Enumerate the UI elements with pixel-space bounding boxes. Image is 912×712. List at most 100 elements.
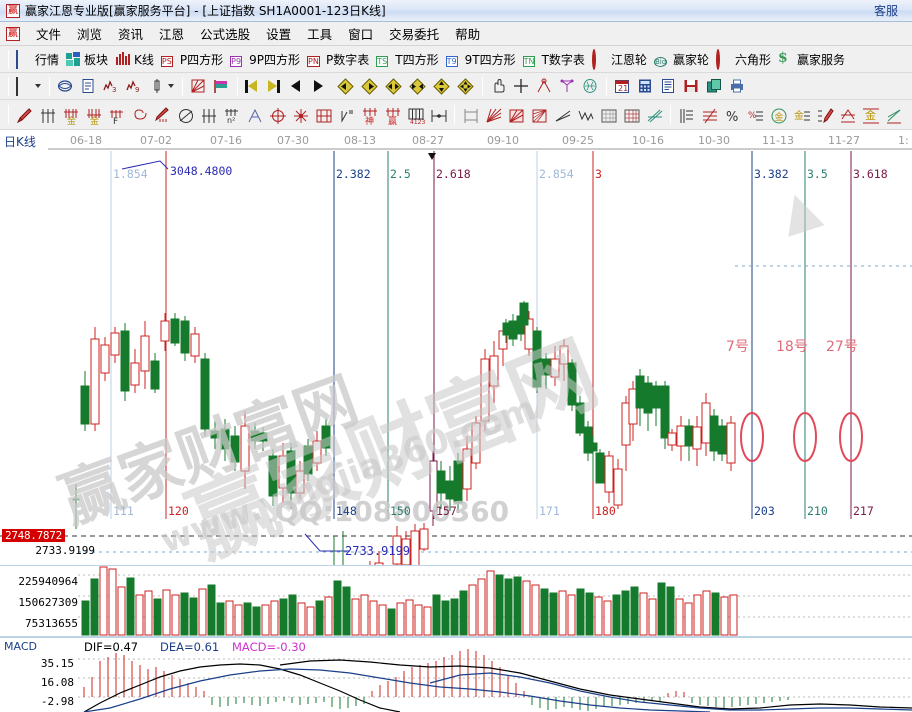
gold-circle-button[interactable]: 金 xyxy=(767,104,789,126)
next-button[interactable] xyxy=(311,75,333,97)
first-page-icon xyxy=(245,78,261,94)
trend-lines-button[interactable] xyxy=(551,104,573,126)
percent-slash-button[interactable] xyxy=(698,104,720,126)
zoom-in-button[interactable] xyxy=(382,75,405,97)
gann-circle-button[interactable] xyxy=(266,104,288,126)
number-grid-button[interactable]: 4123 xyxy=(404,104,426,126)
copy-button[interactable] xyxy=(703,75,725,97)
fit-all-button[interactable] xyxy=(454,75,477,97)
percent-button[interactable]: % xyxy=(721,104,743,126)
gann-wheel-button[interactable]: 江恩轮 xyxy=(589,48,650,70)
last-page-button[interactable] xyxy=(265,75,287,97)
t-number-table-button[interactable]: TN T数字表 xyxy=(520,48,588,70)
candle-width-button[interactable] xyxy=(146,75,177,97)
menu-item-trade[interactable]: 交易委托 xyxy=(389,27,440,42)
t-square-button[interactable]: TS T四方形 xyxy=(373,48,441,70)
grid-lines-button[interactable] xyxy=(36,104,58,126)
arrow-span-button[interactable] xyxy=(427,104,449,126)
percent-line-button[interactable]: % xyxy=(744,104,766,126)
zoom-out-button[interactable] xyxy=(406,75,429,97)
menu-item-tools[interactable]: 工具 xyxy=(307,27,333,42)
prev-button[interactable] xyxy=(288,75,310,97)
gold-grid-1-button[interactable]: 金 xyxy=(59,104,81,126)
menu-item-formula[interactable]: 公式选股 xyxy=(200,27,251,42)
measure-button[interactable] xyxy=(533,75,555,97)
tree-tool-button[interactable] xyxy=(556,75,578,97)
brain-tool-button[interactable] xyxy=(579,75,601,97)
winner-service-button[interactable]: $ 赢家服务 xyxy=(775,48,848,70)
calculator-button[interactable] xyxy=(634,75,656,97)
pencil-draw-button[interactable] xyxy=(13,104,35,126)
box-grid-button[interactable] xyxy=(312,104,334,126)
first-page-button[interactable] xyxy=(242,75,264,97)
gold-line-button[interactable]: 金 xyxy=(790,104,812,126)
menu-item-news[interactable]: 资讯 xyxy=(118,27,144,42)
rect-tool-button[interactable] xyxy=(459,104,481,126)
menu-item-browse[interactable]: 浏览 xyxy=(77,27,103,42)
parallel-button[interactable] xyxy=(643,104,665,126)
p-square-button[interactable]: PS P四方形 xyxy=(158,48,226,70)
menu-item-help[interactable]: 帮助 xyxy=(455,27,481,42)
tri-level-button[interactable] xyxy=(836,104,858,126)
hand-tool-button[interactable] xyxy=(487,75,509,97)
ma9-button[interactable]: 9 xyxy=(123,75,145,97)
circle-cross-button[interactable] xyxy=(174,104,196,126)
star-burst-button[interactable] xyxy=(289,104,311,126)
winner-wheel-button[interactable]: Big 赢家轮 xyxy=(651,48,712,70)
gold-level-button[interactable]: 金 xyxy=(859,104,881,126)
calendar-button[interactable]: 21 xyxy=(611,75,633,97)
crosshair-button[interactable] xyxy=(510,75,532,97)
menu-item-file[interactable]: 文件 xyxy=(36,27,62,42)
ma3-button[interactable]: 3 xyxy=(100,75,122,97)
customer-service-button[interactable]: 客服 xyxy=(873,4,898,18)
pen-level-button[interactable] xyxy=(813,104,835,126)
save-button[interactable] xyxy=(680,75,702,97)
svg-text:n²: n² xyxy=(227,116,235,125)
grid-ruler-button[interactable] xyxy=(197,104,219,126)
bars-button[interactable] xyxy=(675,104,697,126)
gann-fan-button[interactable] xyxy=(187,75,209,97)
print-button[interactable] xyxy=(726,75,748,97)
menu-item-settings[interactable]: 设置 xyxy=(266,27,292,42)
quotes-button[interactable]: 行情 xyxy=(13,48,62,70)
fan-red-button[interactable] xyxy=(482,104,504,126)
sector-button[interactable]: 板块 xyxy=(63,48,111,70)
dropdown-caret-2-icon[interactable] xyxy=(168,84,174,88)
period-select-button[interactable] xyxy=(13,75,44,97)
t9-square-button[interactable]: T9 9T四方形 xyxy=(443,48,519,70)
p-number-table-button[interactable]: PN P数字表 xyxy=(304,48,372,70)
net-grid-2-button[interactable] xyxy=(620,104,642,126)
kline-button[interactable]: K线 xyxy=(112,48,157,70)
angle-button[interactable] xyxy=(243,104,265,126)
gold-grid-2-button[interactable]: 金 xyxy=(82,104,104,126)
net-grid-button[interactable] xyxy=(597,104,619,126)
spiral-button[interactable] xyxy=(128,104,150,126)
overlay-button[interactable] xyxy=(54,75,76,97)
fib-f-button[interactable]: F xyxy=(105,104,127,126)
dropdown-caret-icon[interactable] xyxy=(35,84,41,88)
menu-item-window[interactable]: 窗口 xyxy=(348,27,374,42)
color-flag-button[interactable] xyxy=(210,75,232,97)
fan-net-button[interactable] xyxy=(528,104,550,126)
pencil-line-button[interactable] xyxy=(151,104,173,126)
notes-button[interactable] xyxy=(657,75,679,97)
hexagon-button[interactable]: 六角形 xyxy=(713,48,774,70)
fan-box-button[interactable] xyxy=(505,104,527,126)
shen-button[interactable]: 神 xyxy=(358,104,380,126)
n2-square-button[interactable]: n² xyxy=(220,104,242,126)
ying-button[interactable]: 赢 xyxy=(381,104,403,126)
report-button[interactable] xyxy=(77,75,99,97)
fit-vertical-button[interactable] xyxy=(430,75,453,97)
zigzag-button[interactable] xyxy=(574,104,596,126)
pan-right-button[interactable] xyxy=(358,75,381,97)
gann-index-label: 171 xyxy=(539,504,560,518)
chart-area[interactable]: 日K线 06-18 07-02 07-16 07-30 08-13 08-27 … xyxy=(0,130,912,712)
prev-icon xyxy=(291,78,307,94)
pan-left-button[interactable] xyxy=(334,75,357,97)
menu-item-gann[interactable]: 江恩 xyxy=(159,27,185,42)
p9-square-button[interactable]: P9 9P四方形 xyxy=(227,48,303,70)
date-label: 07-30 xyxy=(277,134,309,147)
candlestick-chart-svg[interactable] xyxy=(0,131,912,701)
check-mark-button[interactable] xyxy=(335,104,357,126)
slope-level-button[interactable] xyxy=(882,104,904,126)
